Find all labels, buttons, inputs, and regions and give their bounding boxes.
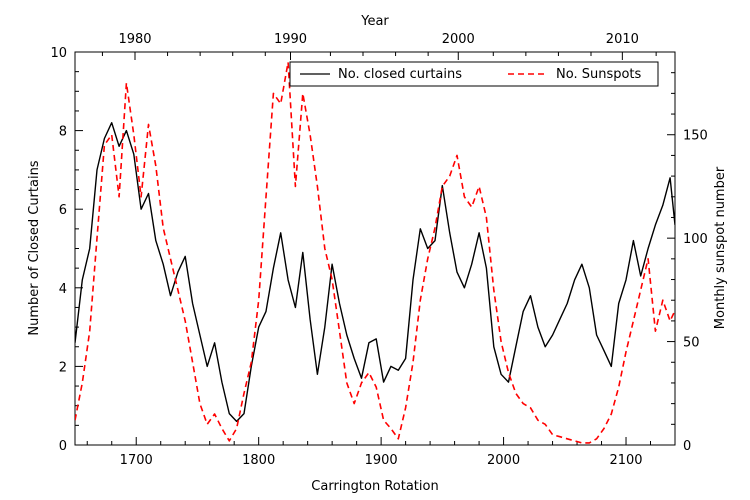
- x-top-axis-title: Year: [360, 14, 389, 29]
- y-right-tick-label-50: 50: [683, 336, 700, 351]
- y-right-tick-label-100: 100: [683, 232, 708, 247]
- series-layer: [75, 61, 675, 444]
- y-left-axis-title: Number of Closed Curtains: [27, 160, 42, 335]
- x-tick-label-1700: 1700: [120, 453, 153, 468]
- year-tick-label-1990: 1990: [274, 32, 307, 47]
- y-right-tick-label-0: 0: [683, 439, 691, 454]
- year-tick-label-2010: 2010: [606, 32, 639, 47]
- y-left-tick-label-8: 8: [59, 125, 67, 140]
- x-tick-label-2100: 2100: [609, 453, 642, 468]
- x-axis-title: Carrington Rotation: [311, 479, 438, 494]
- y-left-tick-label-4: 4: [59, 282, 67, 297]
- series-line-closed-curtains: [75, 121, 675, 423]
- x-tick-label-1900: 1900: [365, 453, 398, 468]
- y-right-axis-title: Monthly sunspot number: [713, 166, 728, 329]
- year-tick-label-1980: 1980: [118, 32, 151, 47]
- y-left-tick-label-6: 6: [59, 203, 67, 218]
- ticks-layer: 1700 1800 1900 2000 2100 1980 1990 2000 2010 0 2 4 6…: [50, 32, 707, 468]
- x-tick-label-2000: 2000: [487, 453, 520, 468]
- x-tick-label-1800: 1800: [242, 453, 275, 468]
- legend-label-closed-curtains: No. closed curtains: [338, 67, 462, 82]
- legend: No. closed curtains No. Sunspots: [289, 61, 659, 87]
- legend-label-sunspots: No. Sunspots: [556, 67, 642, 82]
- year-tick-label-2000: 2000: [442, 32, 475, 47]
- y-right-tick-label-150: 150: [683, 129, 708, 144]
- y-left-tick-label-2: 2: [59, 360, 67, 375]
- y-left-tick-label-0: 0: [59, 439, 67, 454]
- legend-box: [289, 61, 659, 87]
- y-left-tick-label-10: 10: [50, 46, 67, 61]
- series-line-sunspots: [75, 61, 675, 444]
